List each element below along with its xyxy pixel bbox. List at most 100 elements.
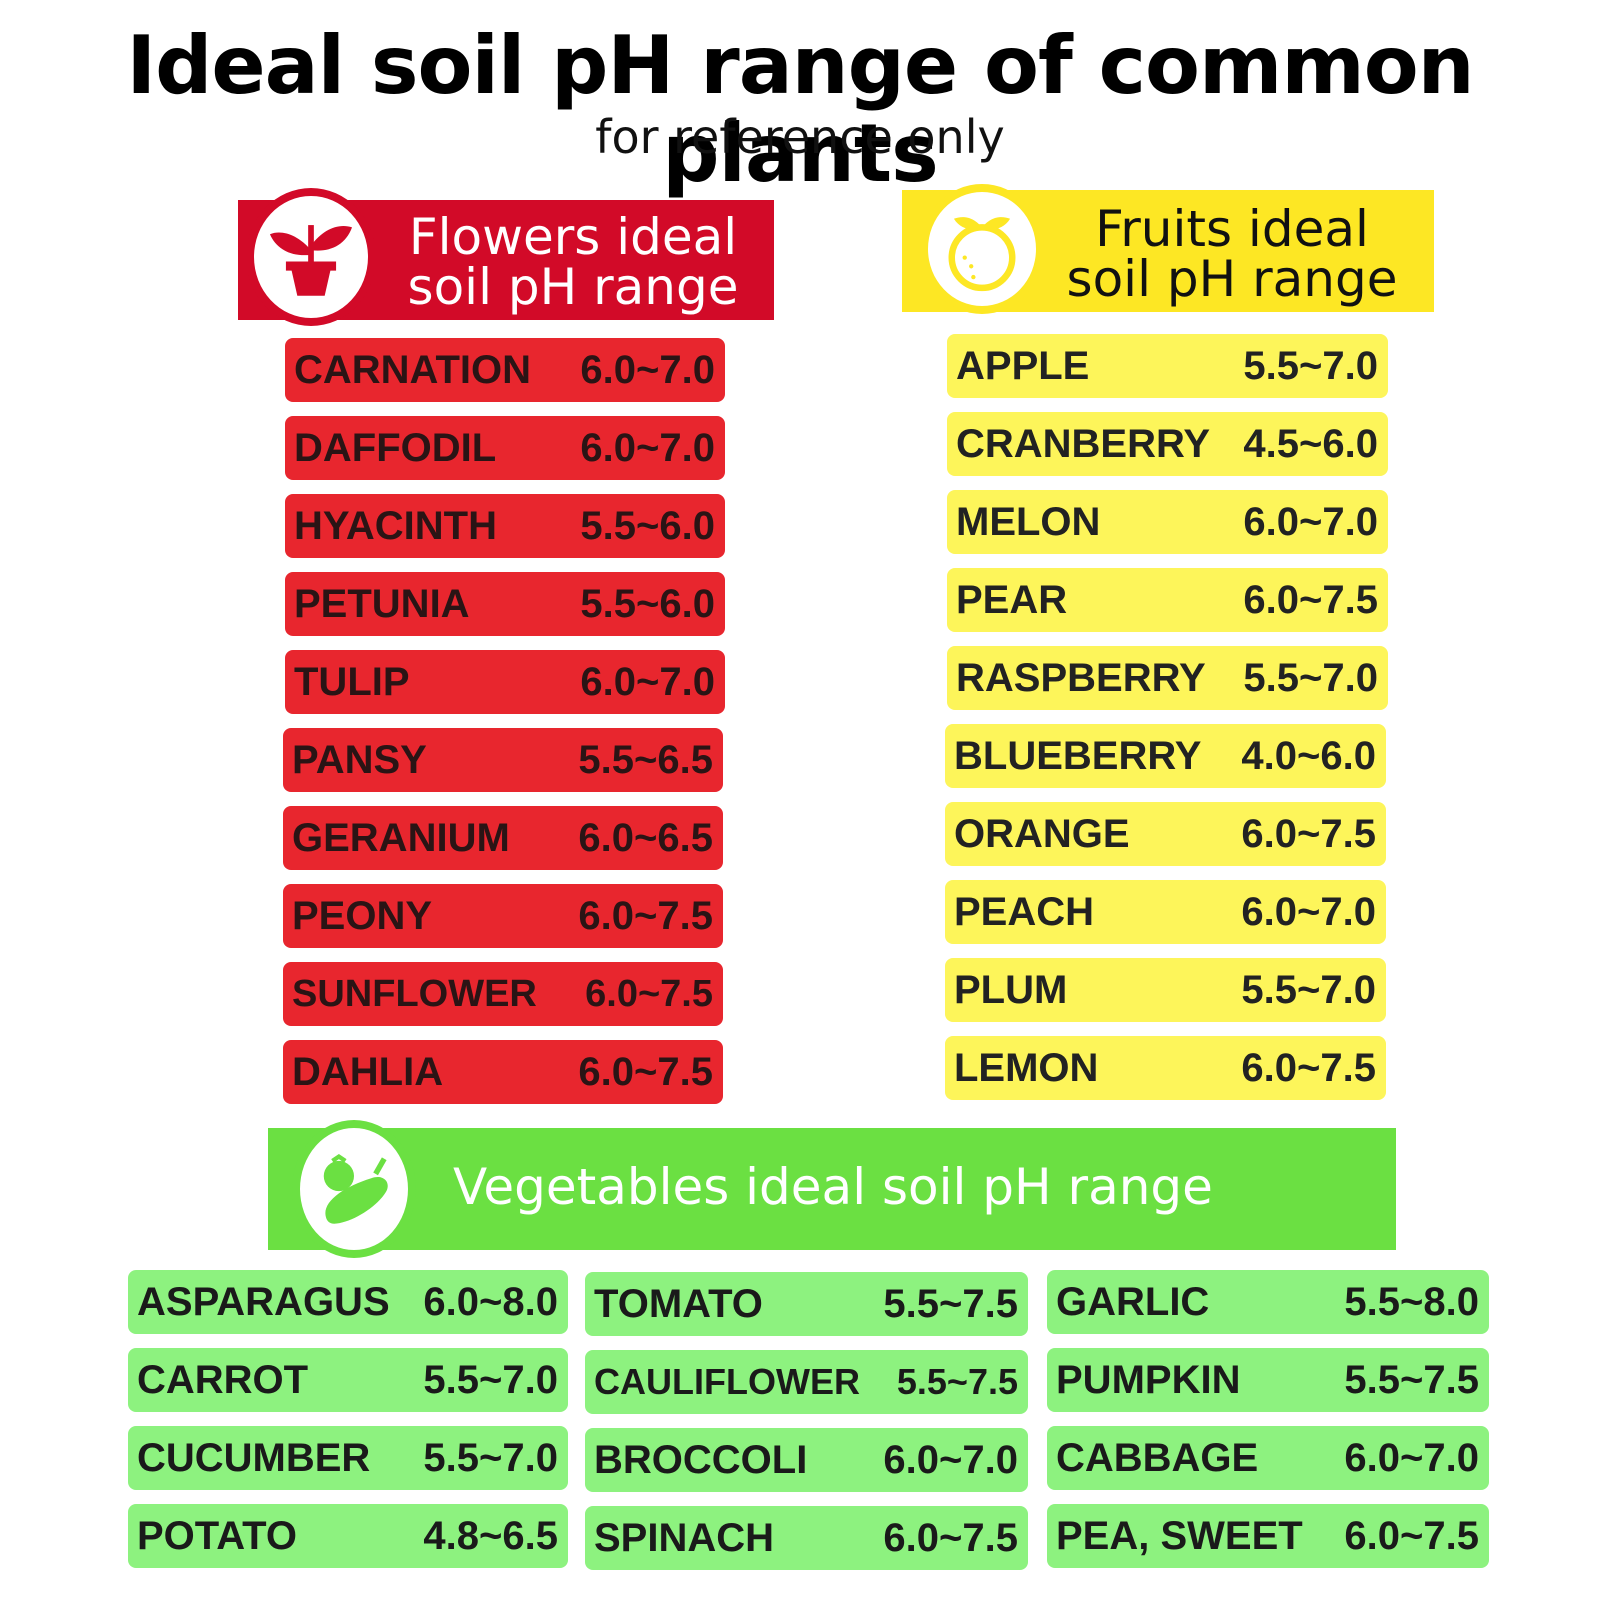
vegetable-ph-range: 5.5~7.5: [1344, 1357, 1479, 1402]
fruit-ph-range: 6.0~7.0: [1243, 499, 1378, 544]
flower-ph-range: 5.5~6.5: [578, 737, 713, 782]
flower-name: CARNATION: [294, 347, 532, 392]
vegetable-ph-range: 5.5~8.0: [1344, 1279, 1479, 1324]
fruit-row: LEMON 6.0~7.5: [945, 1036, 1386, 1100]
fruit-row: APPLE 5.5~7.0: [947, 334, 1388, 398]
vegetable-name: TOMATO: [594, 1281, 763, 1326]
flower-name: DAHLIA: [292, 1049, 444, 1094]
vegetables-header-label: Vegetables ideal soil pH range: [453, 1158, 1213, 1216]
vegetable-name: POTATO: [137, 1513, 297, 1558]
vegetable-row: CAULIFLOWER 5.5~7.5: [585, 1350, 1028, 1414]
flower-name: HYACINTH: [294, 503, 497, 548]
fruit-name: PEACH: [954, 889, 1095, 934]
fruit-row: BLUEBERRY 4.0~6.0: [945, 724, 1386, 788]
vegetable-row: ASPARAGUS 6.0~8.0: [128, 1270, 568, 1334]
flower-name: TULIP: [294, 659, 410, 704]
flower-ph-range: 6.0~7.0: [580, 347, 715, 392]
flower-name: PEONY: [292, 893, 433, 938]
flower-ph-range: 6.0~7.5: [585, 972, 713, 1015]
vegetable-ph-range: 5.5~7.5: [883, 1281, 1018, 1326]
vegetable-name: PUMPKIN: [1056, 1357, 1241, 1402]
vegetable-row: GARLIC 5.5~8.0: [1047, 1270, 1489, 1334]
fruit-ph-range: 4.0~6.0: [1241, 733, 1376, 778]
flower-row: PANSY 5.5~6.5: [283, 728, 723, 792]
page-title: Ideal soil pH range of common plants: [126, 19, 1474, 200]
potted-plant-icon: [246, 188, 376, 326]
vegetable-ph-range: 4.8~6.5: [423, 1513, 558, 1558]
vegetable-name: CABBAGE: [1056, 1435, 1259, 1480]
flower-name: DAFFODIL: [294, 425, 497, 470]
vegetable-ph-range: 6.0~7.0: [1344, 1435, 1479, 1480]
flower-row: TULIP 6.0~7.0: [285, 650, 725, 714]
flower-row: CARNATION 6.0~7.0: [285, 338, 725, 402]
fruit-row: PEACH 6.0~7.0: [945, 880, 1386, 944]
fruit-name: LEMON: [954, 1045, 1099, 1090]
page-subtitle: for reference only: [595, 110, 1005, 164]
vegetable-name: ASPARAGUS: [137, 1279, 390, 1324]
vegetable-row: BROCCOLI 6.0~7.0: [585, 1428, 1028, 1492]
flower-name: GERANIUM: [292, 815, 510, 860]
vegetable-name: CAULIFLOWER: [594, 1361, 860, 1402]
flower-ph-range: 6.0~7.5: [578, 893, 713, 938]
fruit-ph-range: 6.0~7.5: [1241, 811, 1376, 856]
fruit-row: PEAR 6.0~7.5: [947, 568, 1388, 632]
vegetable-name: CARROT: [137, 1357, 309, 1402]
vegetable-ph-range: 6.0~7.5: [1344, 1513, 1479, 1558]
vegetables-header: Vegetables ideal soil pH range: [268, 1120, 1396, 1258]
flower-ph-range: 6.0~7.0: [580, 425, 715, 470]
vegetable-row: PUMPKIN 5.5~7.5: [1047, 1348, 1489, 1412]
vegetable-name: CUCUMBER: [137, 1435, 371, 1480]
flowers-header-label: Flowers ideal soil pH range: [407, 208, 739, 316]
fruit-row: ORANGE 6.0~7.5: [945, 802, 1386, 866]
fruit-name: PEAR: [956, 577, 1068, 622]
vegetable-ph-range: 5.5~7.0: [423, 1435, 558, 1480]
flower-ph-range: 6.0~6.5: [578, 815, 713, 860]
vegetable-row: CABBAGE 6.0~7.0: [1047, 1426, 1489, 1490]
fruits-header: Fruits ideal soil pH range: [902, 184, 1434, 314]
fruit-row: PLUM 5.5~7.0: [945, 958, 1386, 1022]
vegetable-row: CUCUMBER 5.5~7.0: [128, 1426, 568, 1490]
fruit-ph-range: 6.0~7.5: [1243, 577, 1378, 622]
fruit-name: APPLE: [956, 343, 1090, 388]
flower-row: GERANIUM 6.0~6.5: [283, 806, 723, 870]
fruit-name: RASPBERRY: [956, 655, 1206, 700]
vegetable-row: TOMATO 5.5~7.5: [585, 1272, 1028, 1336]
vegetable-ph-range: 6.0~7.0: [883, 1437, 1018, 1482]
fruit-name: PLUM: [954, 967, 1068, 1012]
flower-name: PETUNIA: [294, 581, 470, 626]
flower-ph-range: 5.5~6.0: [580, 581, 715, 626]
vegetable-name: PEA, SWEET: [1056, 1513, 1303, 1558]
vegetable-row: PEA, SWEET 6.0~7.5: [1047, 1504, 1489, 1568]
fruit-row: MELON 6.0~7.0: [947, 490, 1388, 554]
vegetable-ph-range: 5.5~7.0: [423, 1357, 558, 1402]
fruit-ph-range: 6.0~7.0: [1241, 889, 1376, 934]
vegetable-name: SPINACH: [594, 1515, 775, 1560]
vegetable-ph-range: 6.0~8.0: [423, 1279, 558, 1324]
vegetable-row: CARROT 5.5~7.0: [128, 1348, 568, 1412]
fruit-ph-range: 5.5~7.0: [1243, 343, 1378, 388]
fruits-header-label: Fruits ideal soil pH range: [1066, 200, 1398, 308]
fruit-ph-range: 5.5~7.0: [1241, 967, 1376, 1012]
flower-ph-range: 5.5~6.0: [580, 503, 715, 548]
fruit-ph-range: 5.5~7.0: [1243, 655, 1378, 700]
fruit-ph-range: 6.0~7.5: [1241, 1045, 1376, 1090]
flower-name: SUNFLOWER: [292, 972, 537, 1015]
flower-ph-range: 6.0~7.0: [580, 659, 715, 704]
fruit-row: RASPBERRY 5.5~7.0: [947, 646, 1388, 710]
flower-row: PETUNIA 5.5~6.0: [285, 572, 725, 636]
flower-name: PANSY: [292, 737, 427, 782]
flower-row: DAHLIA 6.0~7.5: [283, 1040, 723, 1104]
fruit-name: CRANBERRY: [956, 421, 1211, 466]
flower-row: SUNFLOWER 6.0~7.5: [283, 962, 723, 1026]
vegetable-row: POTATO 4.8~6.5: [128, 1504, 568, 1568]
flower-row: PEONY 6.0~7.5: [283, 884, 723, 948]
fruit-ph-range: 4.5~6.0: [1243, 421, 1378, 466]
orange-fruit-icon: [920, 184, 1044, 314]
flowers-header: Flowers ideal soil pH range: [238, 188, 774, 326]
flower-row: HYACINTH 5.5~6.0: [285, 494, 725, 558]
vegetable-name: GARLIC: [1056, 1279, 1210, 1324]
vegetable-ph-range: 5.5~7.5: [896, 1361, 1018, 1402]
vegetable-ph-range: 6.0~7.5: [883, 1515, 1018, 1560]
flower-row: DAFFODIL 6.0~7.0: [285, 416, 725, 480]
vegetable-name: BROCCOLI: [594, 1437, 808, 1482]
